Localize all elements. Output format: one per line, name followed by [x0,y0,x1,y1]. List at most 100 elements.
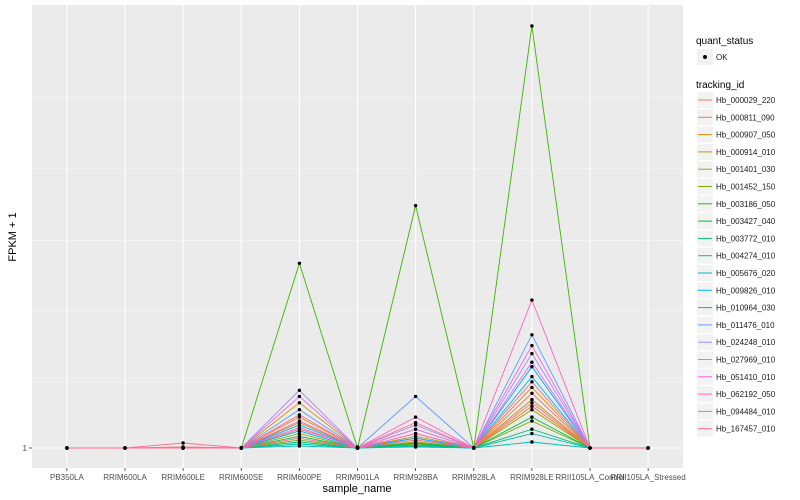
legend-label: Hb_009826_010 [716,286,776,295]
data-point [297,423,302,427]
x-tick-label: RRIM600SE [219,473,263,482]
legend-item: Hb_062192_050 [697,386,776,403]
legend-label: Hb_003186_050 [716,200,776,209]
x-tick-label: RRIM600LA [103,473,147,482]
legend-item: Hb_051410_010 [697,368,776,385]
data-point [123,446,127,450]
x-tick-label: RRIM928LE [510,473,554,482]
legend-label: Hb_000907_050 [716,131,776,140]
data-point [530,365,534,369]
x-tick-label: RRIM901LA [336,473,380,482]
legend-label: Hb_003427_040 [716,217,776,226]
legend-label: Hb_062192_050 [716,390,776,399]
data-point [297,429,302,433]
legend-item: Hb_000907_050 [697,126,776,143]
legend-quant-point [703,55,707,59]
data-point [530,408,534,412]
legend-item: Hb_010964_030 [697,299,776,316]
legend-item: Hb_027969_010 [697,351,776,368]
legend-label: Hb_000029_220 [716,96,776,105]
data-point [530,351,534,356]
legend-item: Hb_003772_010 [697,230,776,247]
x-tick-label: RRIM928BA [393,473,438,482]
legend-quant-label: OK [716,53,728,62]
data-point [413,438,418,442]
data-point [413,420,418,425]
legend-label: Hb_094484_010 [716,407,776,416]
data-point [297,431,302,436]
x-axis-title: sample_name [322,483,391,495]
data-points [65,24,650,450]
data-point [181,446,185,450]
data-point [297,436,302,440]
legend-label: Hb_005676_020 [716,269,776,278]
data-point [297,419,302,423]
data-point [413,394,418,399]
x-tick-label: RRIM928LA [452,473,496,482]
legend-quant-title: quant_status [696,36,753,47]
legend-label: Hb_011476_010 [716,321,775,330]
data-point [65,446,69,450]
data-point [530,374,534,379]
data-point [530,401,534,405]
legend-label: Hb_000914_010 [716,148,776,157]
legend-item: Hb_000914_010 [697,143,776,160]
legend-label: Hb_001452_150 [716,183,776,192]
data-point [646,446,650,450]
legend-label: Hb_010964_030 [716,304,776,313]
x-tick-labels: PB350LA RRIM600LA RRIM600LE RRIM600SE RRIM60… [50,468,686,482]
data-point [297,261,302,265]
data-point [530,298,534,302]
y-tick-labels: 1 [23,444,32,453]
data-point [530,415,534,419]
legend-item: Hb_000811_090 [697,109,775,126]
x-tick-label: RRIM600LE [161,473,205,482]
legend-item: Hb_011476_010 [697,316,775,333]
legend-label: Hb_024248_010 [716,338,776,347]
legend-label: Hb_027969_010 [716,356,776,365]
x-tick-label: PB350LA [50,473,84,482]
legend-label: Hb_001401_030 [716,165,776,174]
data-point [530,431,534,436]
data-point [297,401,302,405]
legend-item: Hb_094484_010 [697,403,776,420]
data-point [297,413,302,417]
legend-item: Hb_003427_040 [697,213,776,230]
x-tick-label: RRII105LA_Stressed [611,473,686,482]
data-point [413,445,418,449]
legend-label: Hb_004274_010 [716,252,776,261]
legend-item: Hb_000029_220 [697,92,776,108]
legend-tracking-id: tracking_id Hb_000029_220 Hb_000811_090 Hb… [696,80,776,437]
data-point [530,397,534,402]
data-point [297,408,302,412]
data-point [530,380,534,384]
legend-tracking-title: tracking_id [696,80,744,91]
data-point [413,423,418,427]
data-point [413,415,418,419]
legend-item: Hb_003186_050 [697,195,776,212]
y-tick-label: 1 [23,444,28,453]
legend-item: Hb_024248_010 [697,334,776,351]
data-point [239,446,243,450]
data-point [297,394,302,399]
data-point [297,444,302,448]
x-tick-label: RRII105LA_Control [555,473,625,482]
data-point [413,203,418,208]
legend-label: Hb_167457_010 [716,425,776,434]
legend-label: Hb_051410_010 [716,373,776,382]
data-point [530,427,534,431]
data-point [413,431,418,436]
legend-label: Hb_003772_010 [716,234,776,243]
data-point [355,446,360,450]
legend-item: Hb_001401_030 [697,161,776,178]
legend-item: Hb_009826_010 [697,282,776,299]
legend-item: Hb_005676_020 [697,265,776,281]
data-point [530,404,534,408]
legend-quant-status: quant_status OK [696,36,753,65]
data-point [530,360,534,364]
data-point [413,427,418,431]
data-point [297,388,302,392]
data-point [530,419,534,423]
data-point [530,333,534,337]
